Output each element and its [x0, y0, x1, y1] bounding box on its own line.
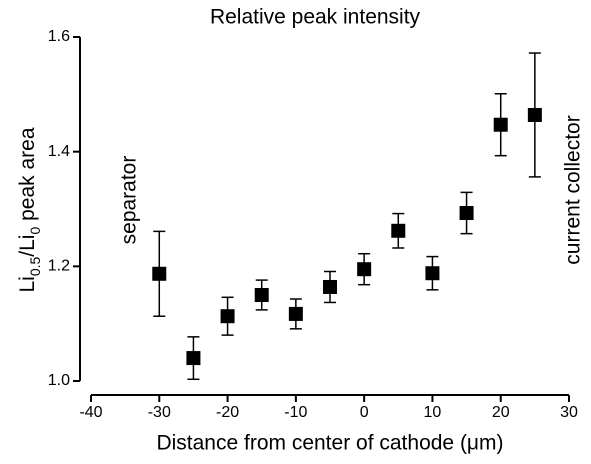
point	[493, 117, 508, 132]
point	[527, 107, 542, 122]
point	[254, 288, 269, 302]
y-label-part: Li	[16, 276, 39, 292]
point	[186, 351, 201, 366]
y-label-part: 0	[27, 227, 43, 235]
x-tick-label: -20	[216, 404, 239, 421]
x-tick-label: 0	[360, 404, 369, 421]
x-tick-label: 30	[560, 404, 578, 421]
y-axis-label: Li0.5/Li0 peak area	[16, 127, 43, 292]
point	[323, 279, 337, 294]
y-label-part: /Li	[16, 235, 39, 257]
point	[288, 306, 303, 321]
y-tick-label: 1.4	[48, 143, 70, 160]
x-tick-label: 10	[424, 404, 442, 421]
x-tick-label: -30	[148, 404, 171, 421]
y-label-part: 0.5	[27, 256, 43, 276]
annotation: separator	[118, 156, 141, 245]
y-tick-label: 1.0	[48, 372, 70, 389]
point	[459, 206, 474, 221]
chart-title: Relative peak intensity	[210, 6, 421, 29]
x-tick-label: -40	[79, 404, 102, 421]
x-tick-label: 20	[492, 404, 510, 421]
point	[391, 223, 406, 238]
x-tick-label: -10	[284, 404, 307, 421]
point	[220, 309, 235, 324]
y-label-part: peak area	[16, 127, 39, 227]
point	[357, 262, 372, 277]
point	[425, 266, 440, 281]
y-tick-label: 1.2	[48, 258, 70, 275]
annotation: current collector	[562, 115, 585, 264]
y-tick-label: 1.6	[48, 28, 70, 45]
point	[152, 266, 167, 281]
x-axis-label: Distance from center of cathode (μm)	[156, 432, 503, 455]
